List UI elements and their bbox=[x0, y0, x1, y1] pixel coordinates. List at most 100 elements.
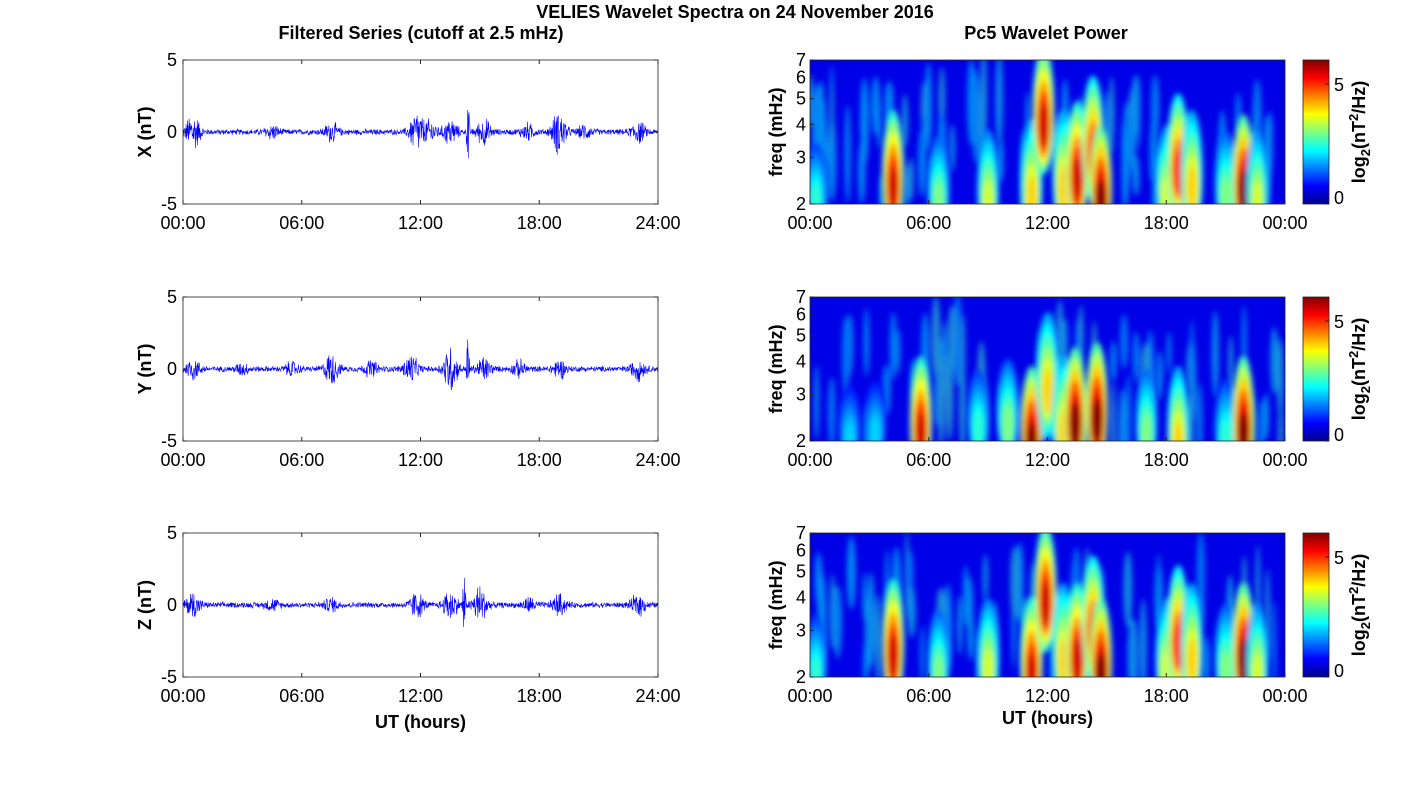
colorbar-label-y-power: log2(nT2/Hz) bbox=[1346, 318, 1373, 420]
time-tick-label-z-power: 12:00 bbox=[1025, 686, 1070, 706]
power-blob-y-power bbox=[1091, 398, 1103, 441]
power-streak-y-power bbox=[1277, 337, 1284, 419]
time-tick-label-z-power: 18:00 bbox=[1144, 686, 1189, 706]
power-streak-y-power bbox=[1118, 388, 1127, 441]
time-tick-label-y-power: 00:00 bbox=[787, 450, 832, 470]
power-streak-y-power bbox=[1132, 331, 1140, 383]
colorbar-label-part: 2 bbox=[1358, 386, 1373, 393]
y-axis-label-x: X (nT) bbox=[135, 107, 155, 158]
x-tick-label-x: 18:00 bbox=[517, 213, 562, 233]
colorbar-label-part: log bbox=[1349, 629, 1369, 656]
power-blob-y-power bbox=[1026, 422, 1037, 441]
colorbar-label-part: (nT bbox=[1349, 358, 1369, 386]
x-tick-label-y: 00:00 bbox=[160, 450, 205, 470]
power-streak-z-power bbox=[833, 585, 843, 659]
colorbar-label-z-power: log2(nT2/Hz) bbox=[1346, 554, 1373, 656]
power-streak-x-power bbox=[1267, 110, 1273, 177]
colorbar-tick-label-x-power: 0 bbox=[1334, 188, 1344, 208]
freq-tick-label-z-power: 6 bbox=[796, 541, 806, 561]
power-streak-y-power bbox=[863, 308, 870, 377]
freq-tick-label-y-power: 4 bbox=[796, 351, 806, 371]
power-streak-z-power bbox=[1010, 546, 1019, 620]
power-streak-y-power bbox=[1125, 374, 1132, 441]
time-tick-label-x-power: 00:00 bbox=[787, 213, 832, 233]
power-streak-y-power bbox=[937, 355, 945, 441]
freq-tick-label-x-power: 4 bbox=[796, 114, 806, 134]
time-tick-label-z-power: 00:00 bbox=[1262, 686, 1307, 706]
power-streak-z-power bbox=[814, 552, 823, 607]
colorbar-tick-label-x-power: 5 bbox=[1334, 75, 1344, 95]
y-tick-label-z: 5 bbox=[167, 523, 177, 543]
power-streak-y-power bbox=[827, 376, 836, 441]
power-blob-y-power bbox=[1002, 404, 1014, 441]
power-streak-y-power bbox=[953, 297, 963, 387]
time-tick-label-x-power: 18:00 bbox=[1144, 213, 1189, 233]
colorbar-label-x-power: log2(nT2/Hz) bbox=[1346, 81, 1373, 183]
time-tick-label-x-power: 12:00 bbox=[1025, 213, 1070, 233]
panels: 50-500:00 06:00 12:00 18:00 24:00X (nT)50-50… bbox=[135, 50, 1373, 732]
power-streak-x-power bbox=[918, 126, 927, 197]
power-streak-x-power bbox=[995, 60, 1003, 147]
x-tick-label-z: 12:00 bbox=[398, 686, 443, 706]
power-blob-x-power bbox=[933, 182, 944, 204]
time-tick-label-z-power: 06:00 bbox=[906, 686, 951, 706]
power-streak-x-power bbox=[1108, 76, 1115, 155]
power-streak-y-power bbox=[947, 343, 953, 386]
power-streak-x-power bbox=[1121, 126, 1129, 204]
power-streak-x-power bbox=[810, 74, 814, 127]
power-blob-y-power bbox=[870, 416, 881, 441]
power-blob-y-power bbox=[973, 410, 984, 441]
x-tick-label-y: 12:00 bbox=[398, 450, 443, 470]
colorbar-label-part: log bbox=[1349, 156, 1369, 183]
power-blob-x-power bbox=[887, 165, 899, 204]
power-streak-z-power bbox=[847, 535, 856, 610]
heatmap-blobs-z-power bbox=[810, 533, 1269, 677]
freq-tick-label-z-power: 7 bbox=[796, 523, 806, 543]
y-tick-label-y: -5 bbox=[161, 431, 177, 451]
power-streak-x-power bbox=[827, 114, 837, 202]
power-blob-y-power bbox=[1238, 412, 1249, 441]
time-axis-label-z-power: UT (hours) bbox=[1002, 708, 1093, 728]
time-tick-label-z-power: 00:00 bbox=[787, 686, 832, 706]
power-streak-y-power bbox=[959, 363, 967, 441]
x-tick-label-y: 24:00 bbox=[635, 450, 680, 470]
power-streak-x-power bbox=[949, 124, 955, 172]
x-tick-label-x: 24:00 bbox=[635, 213, 680, 233]
y-tick-label-y: 5 bbox=[167, 287, 177, 307]
power-streak-y-power bbox=[1257, 399, 1266, 441]
power-blob-y-power bbox=[844, 421, 855, 441]
power-streak-z-power bbox=[874, 594, 882, 677]
power-blob-z-power bbox=[933, 655, 944, 677]
power-streak-x-power bbox=[997, 137, 1004, 183]
colorbar-label-part: /Hz) bbox=[1349, 554, 1369, 587]
power-streak-x-power bbox=[1150, 110, 1158, 179]
x-axis-label-z: UT (hours) bbox=[375, 712, 466, 732]
freq-tick-label-z-power: 5 bbox=[796, 562, 806, 582]
power-streak-z-power bbox=[1139, 598, 1147, 677]
power-blob-x-power bbox=[1220, 177, 1231, 204]
power-streak-z-power bbox=[862, 572, 867, 622]
y-axis-label-y: Y (nT) bbox=[135, 344, 155, 395]
power-blob-x-power bbox=[1095, 180, 1107, 204]
colorbar-label-part: 2 bbox=[1358, 622, 1373, 629]
power-streak-x-power bbox=[829, 83, 834, 150]
power-streak-x-power bbox=[860, 77, 869, 166]
freq-tick-label-y-power: 2 bbox=[796, 431, 806, 451]
x-tick-label-y: 06:00 bbox=[279, 450, 324, 470]
colorbar-x-power bbox=[1303, 60, 1329, 204]
heatmap-x-power bbox=[810, 60, 1285, 204]
heatmap-z-power bbox=[810, 533, 1285, 677]
power-streak-y-power bbox=[814, 364, 819, 440]
power-streak-z-power bbox=[920, 625, 925, 677]
power-blob-z-power bbox=[887, 634, 899, 677]
colorbar-tick-label-y-power: 5 bbox=[1334, 312, 1344, 332]
power-streak-y-power bbox=[1156, 350, 1163, 400]
power-blob-y-power bbox=[1042, 368, 1053, 414]
power-blob-y-power bbox=[1220, 420, 1231, 441]
power-streak-y-power bbox=[1189, 320, 1195, 387]
power-streak-x-power bbox=[901, 94, 909, 148]
y-tick-label-z: -5 bbox=[161, 667, 177, 687]
timeseries-panel-y: 5 0 -500:00 06:00 12:00 18:00 24:00 Y (nT) bbox=[135, 287, 681, 470]
power-streak-y-power bbox=[1228, 335, 1234, 396]
